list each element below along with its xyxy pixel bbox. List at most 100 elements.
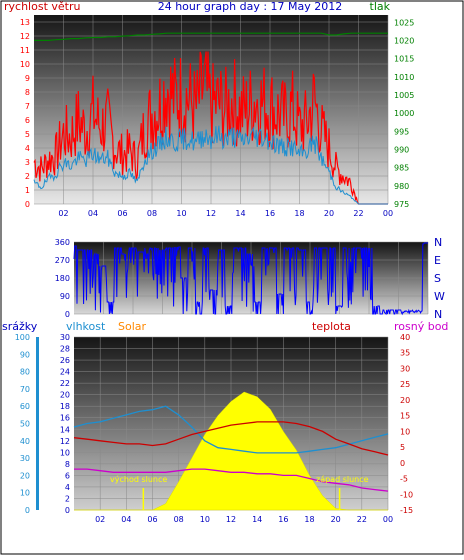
pressure-series-line [34,32,388,41]
climate-x-tick-label: 14 [252,515,262,524]
rain-tick-label: 28 [60,345,70,354]
climate-x-tick-label: 08 [174,515,184,524]
climate-x-tick-label: 18 [304,515,314,524]
pressure-tick-label: 975 [394,200,409,209]
wind-x-tick-label: 04 [88,209,98,218]
wind-x-tick-label: 12 [206,209,216,218]
wind-speed-tick-label: 2 [25,172,30,181]
wind-x-tick-label: 16 [265,209,275,218]
wind-x-tick-label: 06 [117,209,127,218]
climate-panel-ticks: 02 04 06 08 10 12 14 16 18 20 22 000246810121416182… [15,333,413,524]
compass-label: N [434,236,442,249]
wind-speed-tick-label: 11 [20,46,30,55]
rain-axis-bar [36,337,39,510]
rain-tick-label: 16 [60,414,70,423]
wind-speed-tick-label: 9 [25,74,30,83]
direction-panel-series [73,242,428,316]
wind-x-tick-label: 20 [324,209,334,218]
temperature-axis-title: teplota [312,320,351,333]
wind-speed-tick-label: 4 [25,144,30,153]
wind-speed-tick-label: 6 [25,116,30,125]
temperature-tick-label: 15 [400,412,410,421]
rain-tick-label: 12 [60,437,70,446]
humidity-tick-label: 0 [25,506,30,515]
climate-x-tick-label: 06 [147,515,157,524]
wind-panel-ticks: 02 04 06 08 10 12 14 16 18 20 22 000123456789101112… [20,18,415,218]
wind-speed-tick-label: 13 [20,18,30,27]
rain-tick-label: 2 [65,494,70,503]
compass-label: S [434,272,441,285]
pressure-tick-label: 1010 [394,73,414,82]
wind-panel-series [33,32,388,205]
wind-x-tick-label: 02 [58,209,68,218]
pressure-tick-label: 1025 [394,18,414,27]
temperature-tick-label: 10 [400,427,410,436]
temperature-tick-label: -10 [400,490,413,499]
temperature-tick-label: 0 [400,459,405,468]
pressure-tick-label: 1005 [394,91,414,100]
direction-tick-label: 270 [55,256,70,265]
humidity-tick-label: 30 [20,454,30,463]
wind-speed-tick-label: 12 [20,32,30,41]
climate-panel-series [73,391,389,511]
wind-speed-tick-label: 3 [25,158,30,167]
wind-x-tick-label: 10 [176,209,186,218]
wind-gust-series-line [33,51,388,205]
rain-tick-label: 24 [60,368,70,377]
wind-x-tick-label: 14 [235,209,245,218]
sunset-label: západ slunce [316,475,369,484]
temperature-tick-label: 5 [400,443,405,452]
climate-x-tick-label: 20 [331,515,341,524]
direction-tick-label: 360 [55,238,70,247]
humidity-tick-label: 20 [20,471,30,480]
rain-tick-label: 0 [65,506,70,515]
wind-x-tick-label: 00 [383,209,393,218]
temperature-tick-label: -5 [400,475,408,484]
humidity-tick-label: 10 [20,489,30,498]
rain-tick-label: 22 [60,379,70,388]
humidity-tick-label: 50 [20,420,30,429]
rain-tick-label: 8 [65,460,70,469]
rain-tick-label: 14 [60,425,70,434]
humidity-tick-label: 100 [15,333,30,342]
climate-x-tick-label: 16 [278,515,288,524]
pressure-tick-label: 1000 [394,109,414,118]
temperature-tick-label: 20 [400,396,410,405]
rain-tick-label: 18 [60,402,70,411]
rain-tick-label: 4 [65,483,70,492]
pressure-tick-label: 985 [394,164,409,173]
temperature-tick-label: 30 [400,364,410,373]
wind-speed-tick-label: 5 [25,130,30,139]
direction-tick-label: 180 [55,274,70,283]
temperature-series-line [73,421,389,456]
pressure-axis-title: tlak [370,0,391,13]
pressure-tick-label: 1020 [394,36,414,45]
wind-direction-series-line [73,242,428,316]
wind-speed-tick-label: 8 [25,88,30,97]
solar-axis-title: Solar [118,320,147,333]
dew-point-axis-title: rosný bod [394,320,448,333]
climate-x-tick-label: 10 [200,515,210,524]
temperature-tick-label: 40 [400,333,410,342]
wind-average-series-line [33,125,388,205]
wind-speed-tick-label: 0 [25,200,30,209]
direction-tick-label: 0 [65,310,70,319]
temperature-tick-label: 25 [400,380,410,389]
pressure-tick-label: 980 [394,182,409,191]
wind-x-tick-label: 18 [294,209,304,218]
humidity-axis-title: vlhkost [66,320,106,333]
wind-x-tick-label: 22 [353,209,363,218]
climate-x-tick-label: 22 [357,515,367,524]
temperature-tick-label: 35 [400,349,410,358]
compass-label: E [434,254,441,267]
sunrise-label: východ slunce [110,475,167,484]
humidity-series-line [73,405,389,454]
climate-x-tick-label: 12 [226,515,236,524]
humidity-tick-label: 70 [20,385,30,394]
pressure-tick-label: 1015 [394,55,414,64]
chart-title: 24 hour graph day : 17 May 2012 [158,0,343,13]
humidity-tick-label: 40 [20,437,30,446]
